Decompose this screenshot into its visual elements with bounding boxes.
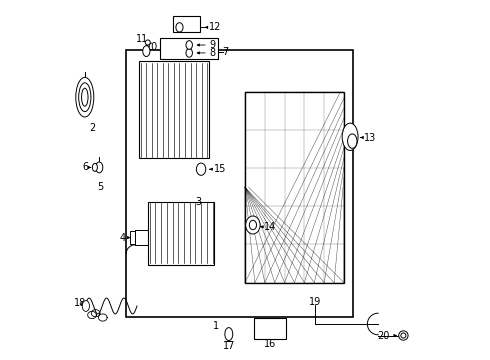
- Text: 18: 18: [74, 298, 86, 308]
- Bar: [139, 61, 209, 158]
- Ellipse shape: [79, 83, 91, 112]
- Ellipse shape: [342, 123, 358, 150]
- Text: 19: 19: [309, 297, 321, 307]
- Bar: [148, 202, 215, 265]
- Ellipse shape: [76, 77, 94, 117]
- Bar: [254, 318, 286, 339]
- Text: 2: 2: [89, 123, 95, 133]
- Ellipse shape: [401, 333, 406, 338]
- Bar: [126, 50, 353, 317]
- Text: 16: 16: [264, 339, 276, 349]
- Text: 3: 3: [195, 197, 201, 207]
- Text: 8: 8: [209, 48, 215, 58]
- Text: 5: 5: [97, 182, 103, 192]
- Text: 11: 11: [136, 33, 148, 44]
- Ellipse shape: [245, 216, 260, 234]
- Text: 12: 12: [209, 22, 221, 32]
- Text: 9: 9: [209, 40, 215, 50]
- Text: 7: 7: [222, 47, 228, 57]
- Bar: [160, 38, 218, 59]
- Ellipse shape: [196, 163, 206, 175]
- Ellipse shape: [347, 134, 357, 148]
- Text: 10: 10: [147, 42, 159, 52]
- Ellipse shape: [249, 220, 257, 230]
- Bar: [173, 16, 200, 32]
- Ellipse shape: [176, 23, 183, 32]
- Ellipse shape: [186, 41, 193, 49]
- Ellipse shape: [143, 46, 150, 57]
- Text: 6: 6: [82, 162, 89, 172]
- Ellipse shape: [225, 328, 233, 341]
- Text: 13: 13: [364, 132, 376, 143]
- Text: 4: 4: [120, 233, 125, 243]
- Ellipse shape: [82, 301, 90, 311]
- Bar: [245, 92, 344, 283]
- Text: 15: 15: [215, 164, 227, 174]
- Ellipse shape: [186, 49, 193, 57]
- Ellipse shape: [81, 88, 88, 106]
- Text: 1: 1: [213, 321, 219, 331]
- Text: 14: 14: [264, 222, 276, 232]
- Ellipse shape: [92, 163, 98, 171]
- Ellipse shape: [399, 331, 408, 340]
- Text: 17: 17: [222, 341, 235, 351]
- Bar: [130, 231, 135, 244]
- Ellipse shape: [96, 162, 103, 173]
- Ellipse shape: [145, 40, 150, 45]
- Text: 20: 20: [377, 330, 390, 341]
